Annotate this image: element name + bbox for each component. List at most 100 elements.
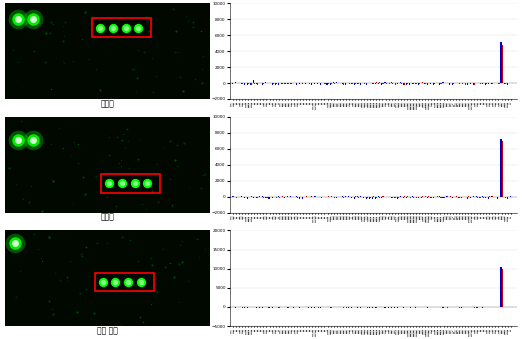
Bar — [452, 197, 453, 198]
Point — [64, 215, 72, 220]
Bar — [430, 83, 431, 84]
Bar — [308, 307, 309, 308]
Point — [170, 275, 178, 280]
Bar — [398, 197, 399, 198]
Point — [191, 76, 199, 81]
Bar — [311, 83, 312, 85]
Bar — [458, 306, 459, 307]
Point — [147, 301, 156, 307]
Point — [173, 142, 182, 148]
Bar — [352, 83, 353, 84]
Bar — [449, 196, 450, 197]
Bar — [302, 83, 303, 84]
Point — [9, 212, 17, 218]
Bar — [383, 83, 384, 84]
Point — [114, 271, 122, 276]
Point — [11, 240, 20, 246]
Bar — [502, 269, 503, 307]
Bar — [501, 267, 502, 307]
Bar — [430, 197, 431, 198]
Point — [176, 242, 185, 248]
Point — [74, 160, 82, 166]
Bar — [297, 197, 298, 198]
Point — [113, 135, 122, 140]
Point — [29, 17, 38, 22]
Point — [27, 183, 35, 188]
Bar — [487, 83, 488, 84]
Bar — [265, 82, 266, 83]
Bar — [360, 83, 361, 85]
Bar — [355, 196, 356, 197]
Point — [70, 139, 78, 144]
Bar — [366, 83, 367, 85]
Point — [29, 137, 38, 143]
Bar — [253, 80, 254, 83]
Point — [40, 60, 49, 65]
Bar — [361, 82, 362, 83]
Bar — [416, 197, 417, 198]
Bar — [257, 197, 258, 198]
Bar — [278, 307, 279, 308]
Bar — [390, 197, 392, 198]
Point — [185, 185, 194, 191]
Bar — [422, 82, 423, 83]
Point — [105, 180, 113, 186]
Point — [29, 48, 38, 53]
Point — [125, 165, 133, 171]
Point — [34, 246, 42, 252]
Bar — [358, 83, 359, 84]
Point — [133, 76, 141, 81]
Bar — [376, 197, 377, 198]
Bar — [278, 83, 279, 85]
Point — [193, 236, 201, 242]
Point — [122, 329, 130, 335]
Bar — [271, 83, 272, 85]
Bar — [485, 83, 487, 85]
Bar — [388, 83, 389, 84]
Bar — [482, 83, 483, 84]
Point — [49, 179, 57, 184]
Bar — [244, 83, 245, 85]
Bar — [259, 307, 260, 308]
Point — [138, 201, 147, 206]
Bar — [409, 83, 410, 85]
Point — [118, 234, 126, 239]
Bar — [505, 197, 506, 198]
Bar — [247, 197, 248, 199]
Point — [30, 232, 38, 237]
Bar — [330, 83, 331, 84]
Bar — [325, 83, 326, 84]
Bar — [287, 307, 288, 308]
Point — [153, 199, 162, 205]
Bar — [465, 83, 466, 84]
Point — [117, 163, 125, 169]
Bar — [482, 307, 483, 308]
Point — [169, 6, 177, 12]
Point — [81, 287, 90, 292]
Point — [152, 289, 161, 295]
Point — [184, 279, 192, 284]
Bar — [427, 197, 428, 198]
Bar — [425, 83, 426, 84]
Point — [144, 19, 152, 24]
Bar — [290, 83, 291, 84]
Bar — [342, 196, 343, 197]
Point — [60, 60, 68, 66]
Point — [11, 240, 20, 246]
Point — [14, 17, 22, 22]
Bar — [379, 82, 381, 83]
Bar — [351, 83, 352, 84]
Point — [78, 36, 87, 42]
Bar — [488, 197, 489, 199]
Bar — [441, 197, 442, 198]
Point — [48, 141, 56, 147]
Point — [148, 188, 156, 193]
Bar — [284, 197, 285, 198]
Bar — [392, 197, 393, 198]
Point — [124, 279, 133, 285]
Point — [45, 30, 54, 35]
Point — [18, 84, 27, 89]
Point — [198, 66, 206, 72]
Bar — [355, 83, 356, 84]
Bar — [434, 197, 435, 198]
